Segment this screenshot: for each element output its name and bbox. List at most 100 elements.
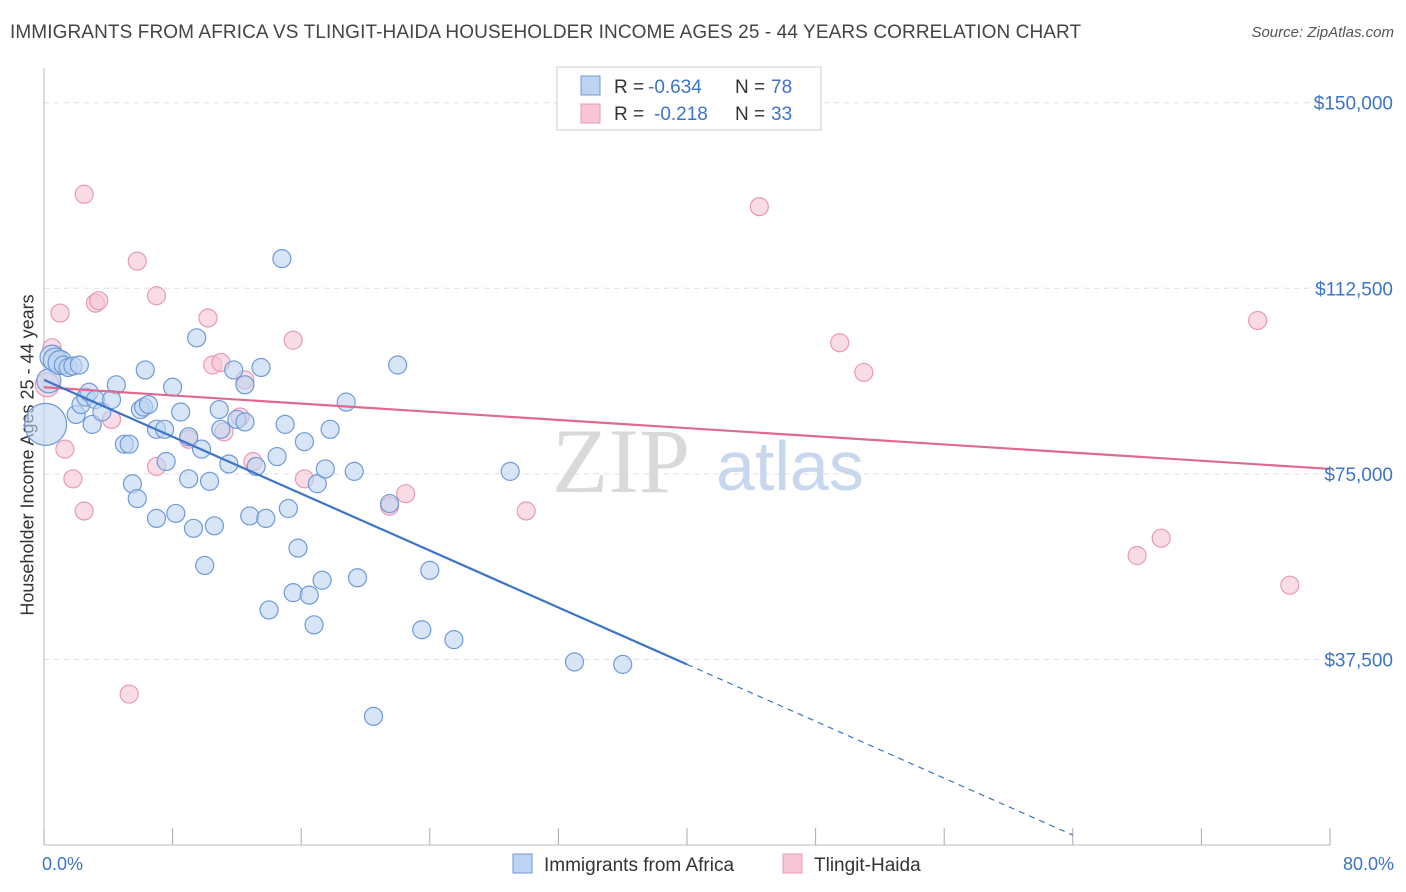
africa-point [412,620,432,640]
africa-point [564,652,585,672]
axes [43,68,1331,846]
africa-point [171,402,191,422]
legend-n-label-1: N = [735,77,765,98]
source-label: Source: ZipAtlas.com [1251,24,1394,41]
africa-point [211,419,231,439]
africa-point [166,503,186,524]
legend-r-label-2: R = [614,104,644,125]
tlingit-haida-point [283,330,303,350]
legend-r-label-1: R = [614,77,644,98]
x-tick-label-min: 0.0% [42,854,83,874]
africa-trend-extension [686,663,1074,836]
bottom-legend: Immigrants from Africa Tlingit-Haida [512,853,921,876]
africa-point [127,489,147,509]
africa-point [388,355,408,375]
tlingit-haida-point [1127,545,1147,566]
bottom-legend-tlingit: Tlingit-Haida [814,855,921,876]
africa-point [251,357,271,378]
africa-trend-line [43,378,688,666]
africa-point [146,508,167,529]
africa-point [299,585,319,605]
tlingit-haida-point [198,308,218,328]
tlingit-haida-point [1151,528,1171,548]
africa-point [307,474,327,494]
legend-r-value-2: -0.218 [654,104,708,125]
africa-point [320,419,340,439]
africa-point [272,249,292,269]
africa-point [315,459,335,479]
tlingit-haida-point [127,251,147,271]
africa-point [235,375,255,395]
chart-title: IMMIGRANTS FROM AFRICA VS TLINGIT-HAIDA … [10,22,1082,43]
y-tick-label: $37,500 [1324,650,1393,671]
africa-point [288,538,308,558]
africa-point [204,516,224,536]
y-tick-label: $112,500 [1315,279,1393,300]
watermark-atlas: atlas [716,427,864,505]
africa-point [259,600,279,620]
africa-point [363,706,384,726]
africa-point [267,446,287,467]
y-tick-labels: $37,500 $75,000 $112,500 $150,000 [1314,94,1393,672]
africa-point [224,360,244,380]
trend-lines [43,378,1331,836]
africa-point [336,392,356,412]
legend-swatch-pink [580,103,601,124]
tlingit-haida-point [74,184,94,204]
legend-n-value-2: 33 [771,104,792,125]
africa-point [420,560,440,580]
africa-point [179,469,199,489]
africa-point [344,461,364,481]
tlingit-haida-point [63,469,83,489]
africa-point [312,570,332,590]
x-tick-label-max: 80.0% [1343,854,1394,874]
africa-points [24,249,633,726]
africa-point [278,498,298,519]
legend-n-value-1: 78 [771,77,792,98]
africa-point [187,328,207,348]
tlingit-haida-point [854,362,874,383]
africa-point [24,402,68,446]
watermark-zip: ZIP [552,410,690,512]
tlingit-haida-point [55,439,75,459]
africa-point [240,506,260,526]
tlingit-haida-point [1248,310,1268,331]
tlingit-haida-point [50,303,70,323]
y-tick-label: $75,000 [1324,465,1393,486]
africa-point [283,583,303,603]
tlingit-haida-point [396,484,416,504]
legend-swatch-blue [580,75,601,96]
africa-point [163,377,183,397]
tlingit-haida-point [830,333,850,353]
africa-point [156,451,176,472]
africa-point [195,555,215,576]
africa-point [294,432,315,452]
africa-point [135,360,155,380]
tlingit-haida-trend-line [43,386,1331,471]
legend-box: R = -0.634 N = 78 R = -0.218 N = 33 [556,66,822,131]
tlingit-haida-point [89,291,109,311]
bottom-legend-africa: Immigrants from Africa [544,855,734,876]
tlingit-haida-point [146,286,167,306]
bottom-legend-swatch-tlingit [782,853,803,874]
tlingit-haida-point [74,501,94,521]
africa-point [199,471,220,491]
tlingit-haida-point [119,684,139,704]
africa-point [500,461,520,481]
africa-point [347,568,368,588]
africa-point [256,508,276,529]
africa-point [444,630,464,650]
tlingit-haida-point [516,501,536,521]
africa-point [275,414,295,434]
africa-point [138,394,159,415]
legend-n-label-2: N = [735,104,765,125]
africa-point [380,493,400,514]
africa-point [119,434,139,454]
tlingit-haida-point [749,197,769,217]
africa-point [69,355,89,375]
tlingit-haida-point [1280,575,1300,595]
y-tick-label: $150,000 [1314,94,1393,115]
africa-point [209,399,229,420]
africa-point [613,654,633,674]
africa-point [304,615,324,635]
